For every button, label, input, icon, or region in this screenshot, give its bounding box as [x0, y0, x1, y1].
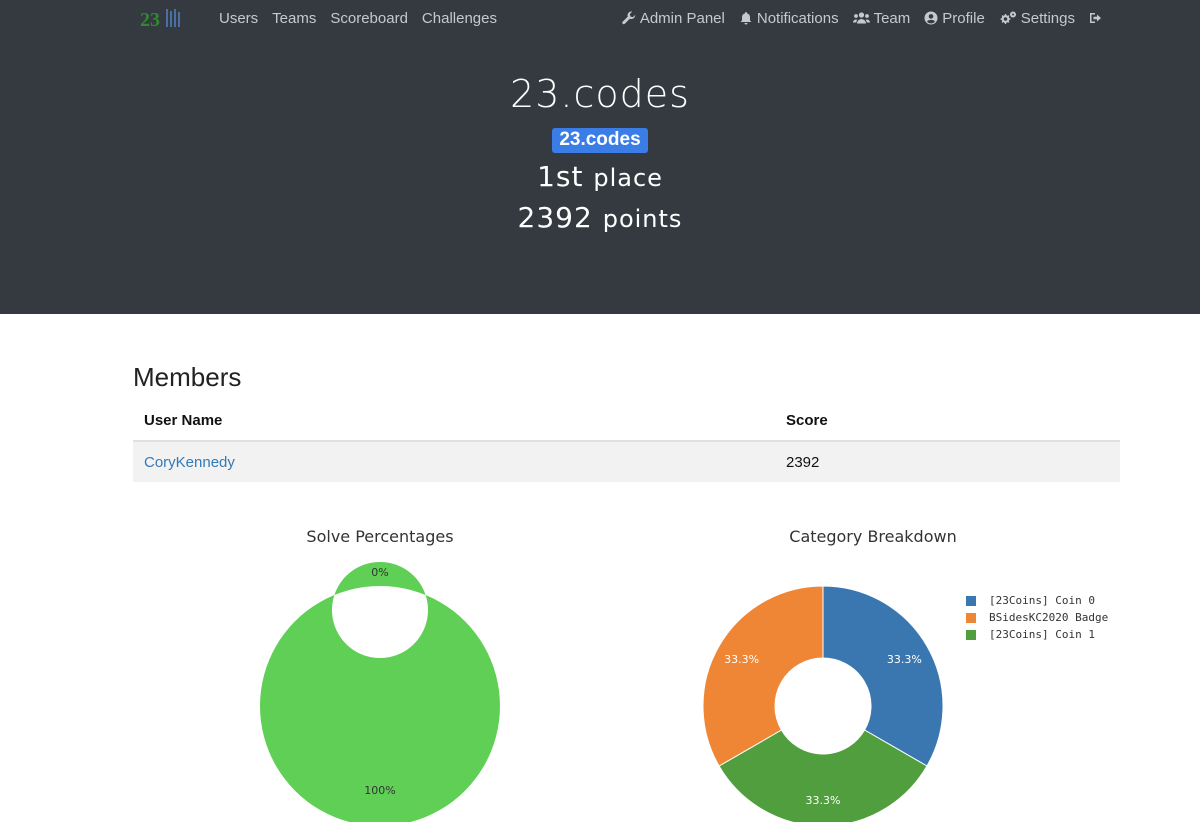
slice-label: 33.3% — [887, 653, 922, 666]
pie-slice-bsideskc2020-badge[interactable] — [702, 585, 824, 767]
legend-item[interactable]: [23Coins] Coin 1 — [966, 626, 1108, 643]
legend-label: BSidesKC2020 Badge — [989, 611, 1109, 624]
solve-chart-title: Solve Percentages — [306, 527, 454, 546]
nav-notifications-label: Notifications — [756, 9, 839, 27]
legend-item[interactable]: [23Coins] Coin 0 — [966, 592, 1108, 609]
table-header-row: User Name Score — [133, 400, 1120, 442]
nav-admin-label: Admin Panel — [639, 9, 725, 27]
navbar: 23 Users Teams Scoreboard Challenges Adm… — [0, 0, 1200, 36]
pie-slice-23coins-coin-0[interactable] — [822, 585, 944, 767]
team-points: 2392 points — [0, 201, 1200, 234]
column-header-score: Score — [775, 400, 1120, 442]
members-table: User Name Score CoryKennedy 2392 — [133, 400, 1120, 482]
members-heading: Members — [133, 362, 242, 392]
sign-out-icon — [1090, 13, 1101, 23]
nav-users[interactable]: Users — [219, 9, 259, 27]
table-row: CoryKennedy 2392 — [133, 441, 1120, 482]
nav-team[interactable]: Team — [846, 10, 918, 27]
logo-icon: 23 — [140, 9, 180, 31]
team-hero: 23.codes 23.codes 1st place 2392 points — [0, 36, 1200, 314]
brand-logo[interactable]: 23 — [138, 6, 184, 31]
users-icon — [852, 12, 870, 24]
category-breakdown-chart: 33.3% 33.3% 33.3% — [702, 585, 944, 822]
nav-settings-label: Settings — [1020, 9, 1075, 27]
nav-team-label: Team — [873, 9, 911, 27]
legend-swatch — [966, 595, 976, 606]
place-number: 1st — [537, 160, 584, 193]
slice-label: 0% — [371, 566, 388, 579]
member-link[interactable]: CoryKennedy — [144, 453, 235, 471]
legend-label: [23Coins] Coin 0 — [989, 594, 1095, 607]
pie-slice-23coins-coin-1[interactable] — [718, 729, 928, 822]
nav-admin-panel[interactable]: Admin Panel — [615, 10, 732, 27]
nav-scoreboard[interactable]: Scoreboard — [330, 9, 408, 27]
nav-teams[interactable]: Teams — [272, 9, 317, 27]
slice-label: 100% — [364, 784, 395, 797]
slice-label: 33.3% — [724, 653, 759, 666]
nav-profile[interactable]: Profile — [917, 10, 992, 27]
team-badge: 23.codes — [552, 128, 648, 153]
pie-slice-solves[interactable] — [260, 562, 500, 822]
legend-swatch — [966, 629, 976, 640]
bell-icon — [740, 12, 752, 25]
user-circle-icon — [924, 11, 938, 25]
nav-logout[interactable] — [1082, 11, 1114, 25]
slice-label: 33.3% — [806, 794, 841, 807]
nav-settings[interactable]: Settings — [992, 10, 1082, 27]
nav-challenges[interactable]: Challenges — [421, 9, 497, 27]
legend-item[interactable]: BSidesKC2020 Badge — [966, 609, 1108, 626]
nav-profile-label: Profile — [942, 9, 985, 27]
team-place: 1st place — [0, 160, 1200, 193]
wrench-icon — [622, 11, 636, 25]
nav-notifications[interactable]: Notifications — [732, 10, 846, 27]
svg-text:23: 23 — [140, 9, 160, 30]
category-chart-title: Category Breakdown — [789, 527, 957, 546]
team-name-heading: 23.codes — [510, 72, 690, 116]
gears-icon — [1000, 11, 1016, 24]
place-word: place — [593, 164, 663, 192]
solve-percentages-chart: 100% 0% — [260, 562, 500, 822]
column-header-username: User Name — [133, 400, 775, 442]
points-number: 2392 — [517, 201, 593, 234]
category-legend: [23Coins] Coin 0 BSidesKC2020 Badge [23Coi… — [966, 592, 1108, 643]
legend-label: [23Coins] Coin 1 — [989, 628, 1095, 641]
member-name-cell: CoryKennedy — [133, 441, 775, 482]
legend-swatch — [966, 612, 976, 623]
points-word: points — [602, 205, 683, 233]
member-score-cell: 2392 — [775, 441, 1120, 482]
